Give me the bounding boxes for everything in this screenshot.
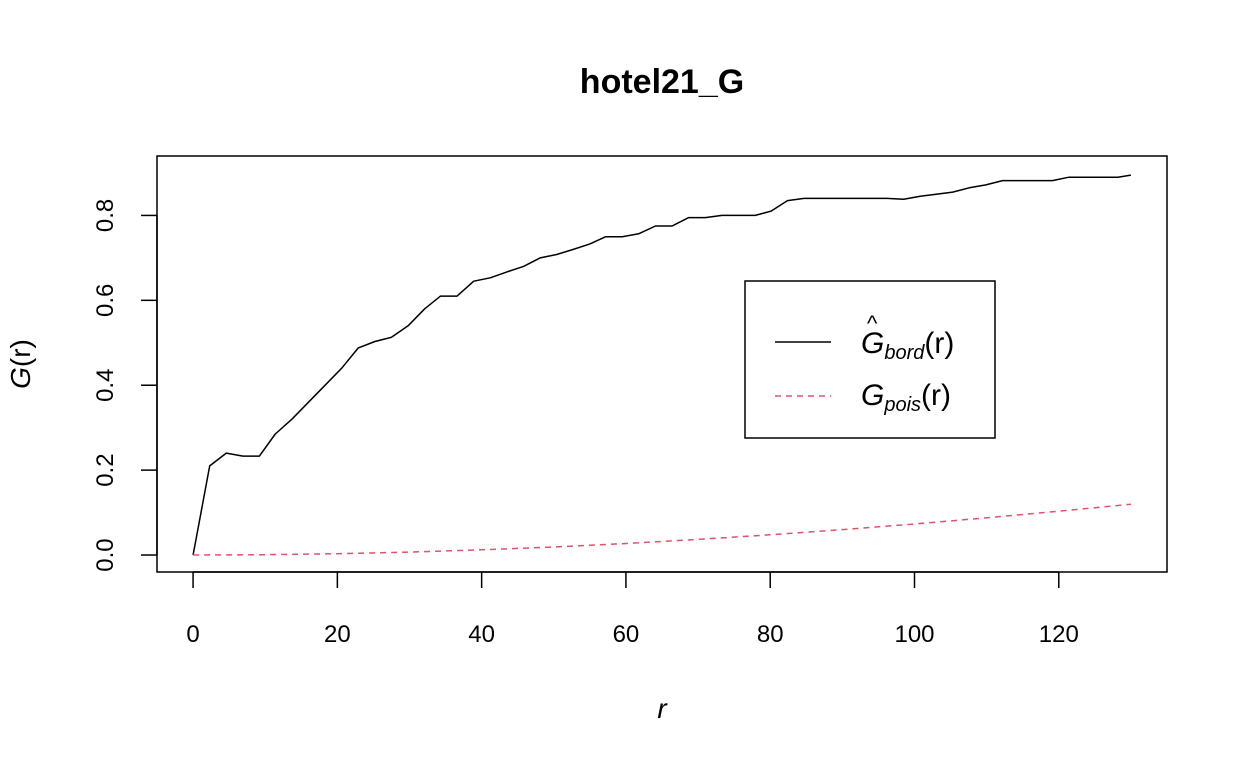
y-tick-label: 0.2 <box>92 453 119 486</box>
legend: Gbord(r) ^ Gpois(r) <box>744 280 996 439</box>
legend-gpois-sub: pois <box>883 394 921 416</box>
legend-gpois-arg: (r) <box>921 379 951 412</box>
x-axis-label: r <box>657 693 668 724</box>
legend-gbord-hat: ^ <box>867 311 878 336</box>
legend-gbord-arg: (r) <box>924 327 954 360</box>
x-tick-label: 20 <box>324 621 351 648</box>
legend-gbord-main: G <box>861 327 884 360</box>
plot-frame <box>156 155 1168 573</box>
y-tick-label: 0.0 <box>92 538 119 571</box>
y-axis-label: G(r) <box>5 339 36 389</box>
chart-title: hotel21_G <box>580 63 744 101</box>
x-tick-label: 100 <box>894 621 934 648</box>
y-tick-label: 0.4 <box>92 369 119 402</box>
y-tick-label: 0.6 <box>92 284 119 317</box>
x-tick-label: 0 <box>186 621 199 648</box>
x-tick-label: 80 <box>757 621 784 648</box>
x-tick-label: 120 <box>1039 621 1079 648</box>
y-axis: 0.0 0.2 0.4 0.6 0.8 <box>92 199 158 572</box>
x-tick-label: 60 <box>613 621 640 648</box>
legend-box <box>744 280 996 439</box>
y-axis-label-main: G <box>5 367 36 389</box>
y-tick-label: 0.8 <box>92 199 119 232</box>
y-axis-label-arg: (r) <box>5 339 36 367</box>
series-line-gpois <box>193 503 1131 556</box>
legend-gpois-main: G <box>861 379 884 412</box>
x-axis: 0 20 40 60 80 100 120 <box>186 571 1079 648</box>
series-layer <box>192 174 1132 556</box>
x-tick-label: 40 <box>468 621 495 648</box>
legend-label-gbord: Gbord(r) <box>861 327 954 364</box>
legend-label-gpois: Gpois(r) <box>861 379 951 416</box>
legend-gbord-sub: bord <box>884 342 925 364</box>
series-line-gbord <box>192 174 1132 556</box>
